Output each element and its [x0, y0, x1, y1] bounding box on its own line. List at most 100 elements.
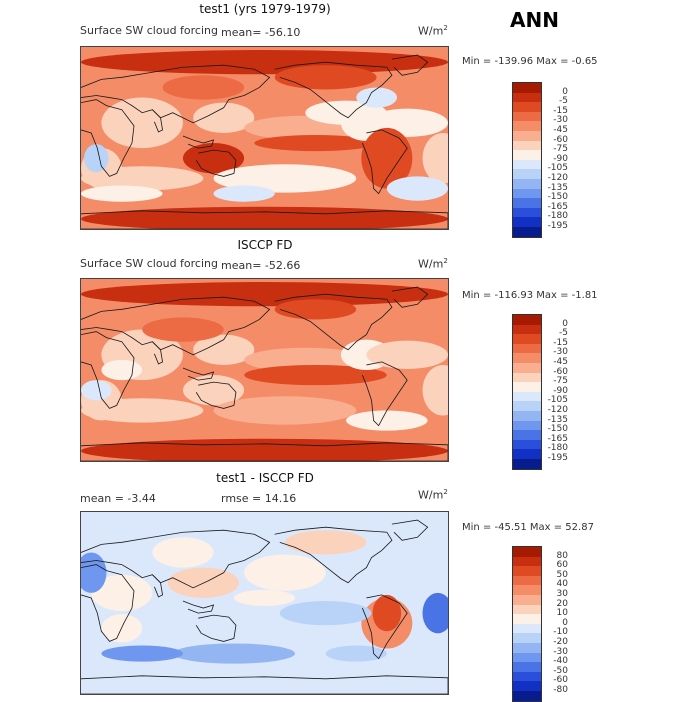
colorbar-swatch	[513, 623, 541, 634]
map-field-region	[213, 396, 357, 425]
coastline	[195, 149, 237, 177]
colorbar-tick-label: -20	[553, 637, 568, 647]
colorbar-swatch	[513, 391, 541, 402]
coastline	[182, 135, 215, 149]
colorbar-swatch	[513, 102, 541, 112]
panel1-map	[80, 46, 449, 230]
panel1-title: test1 (yrs 1979-1979)	[199, 2, 331, 16]
colorbar-swatch	[513, 401, 541, 411]
colorbar-tick-label: -75	[553, 376, 568, 387]
map-field-region	[422, 592, 448, 634]
colorbar-swatch	[513, 681, 541, 691]
map-field-region	[366, 340, 448, 369]
panel3-mean: mean = -3.44	[80, 492, 156, 505]
map-field-region	[142, 317, 224, 342]
map-field-region	[81, 50, 448, 75]
colorbar-swatch	[513, 353, 541, 363]
map-field-region	[325, 645, 387, 662]
coastline	[195, 381, 237, 409]
colorbar-tick-label: -15	[553, 337, 568, 348]
map-field-region	[244, 554, 326, 591]
coastline	[274, 526, 393, 584]
colorbar-swatch	[513, 633, 541, 643]
panel2-mean: mean= -52.66	[221, 259, 301, 272]
colorbar-tick-label: -75	[553, 144, 568, 155]
map-field-region	[101, 359, 143, 381]
panel1-mean: mean= -56.10	[221, 26, 301, 39]
map-field-region	[213, 185, 275, 202]
colorbar-tick-label: -60	[553, 675, 568, 686]
coastline	[81, 99, 135, 177]
map-field-region	[101, 645, 183, 662]
panel2-subtitle: Surface SW cloud forcing	[80, 257, 218, 270]
map-field-region	[274, 65, 377, 90]
colorbar-swatch	[513, 652, 541, 663]
panel2-minmax: Min = -116.93 Max = -1.81	[462, 290, 598, 301]
map-field-region	[81, 185, 163, 202]
panel3-rmse: rmse = 14.16	[221, 492, 297, 505]
colorbar-tick-label: -10	[553, 627, 568, 638]
coastline	[81, 331, 135, 409]
map-field-region	[422, 132, 448, 184]
colorbar-tick-label: -150	[547, 192, 568, 203]
colorbar-swatch	[513, 556, 541, 567]
colorbar-swatch	[513, 420, 541, 431]
colorbar-tick-label: 0	[562, 86, 568, 97]
colorbar-tick-label: 80	[556, 550, 568, 561]
panel3-units: W/m2	[418, 488, 448, 502]
colorbar-swatch	[513, 121, 541, 131]
colorbar-tick-label: -5	[559, 328, 568, 339]
coastline	[391, 519, 429, 541]
panel2-colorbar	[512, 314, 542, 470]
colorbar-swatch	[513, 217, 541, 227]
colorbar-swatch	[513, 334, 541, 344]
map-field-region	[356, 87, 398, 108]
colorbar-tick-label: -150	[547, 424, 568, 435]
colorbar-swatch	[513, 594, 541, 605]
map-field-region	[193, 102, 255, 133]
colorbar-tick-label: -45	[553, 357, 568, 367]
map-field-region	[91, 574, 153, 612]
panel2-map	[80, 278, 449, 462]
coastline	[81, 675, 448, 694]
colorbar-swatch	[513, 585, 541, 595]
map-field-region	[254, 134, 377, 152]
colorbar-tick-label: -45	[553, 125, 568, 135]
colorbar-swatch	[513, 566, 541, 576]
colorbar-swatch	[513, 140, 541, 151]
colorbar-swatch	[513, 382, 541, 392]
map-field-region	[233, 589, 296, 607]
colorbar-swatch	[513, 604, 541, 615]
colorbar-tick-label: -90	[553, 153, 568, 164]
colorbar-tick-label: -80	[553, 685, 568, 695]
colorbar-swatch	[513, 198, 541, 208]
colorbar-tick-label: 10	[556, 608, 568, 619]
panel3-colorbar-labels: 80 60 50 40 30 20 10 0 -10 -20 -30 -40 -50 -60 -80	[528, 546, 568, 695]
panel3-colorbar	[512, 546, 542, 702]
colorbar-swatch	[513, 458, 541, 469]
colorbar-swatch	[513, 547, 541, 557]
map-field-region	[213, 164, 357, 193]
coastline	[81, 529, 271, 589]
colorbar-tick-label: -195	[547, 221, 568, 231]
colorbar-swatch	[513, 614, 541, 624]
coastline	[391, 54, 429, 76]
colorbar-swatch	[513, 324, 541, 335]
colorbar-tick-label: -50	[553, 665, 568, 676]
map-field-region	[274, 299, 357, 320]
colorbar-tick-label: 60	[556, 560, 568, 571]
map-field-region	[422, 364, 448, 416]
colorbar-tick-label: 0	[562, 318, 568, 329]
colorbar-swatch	[513, 315, 541, 325]
map-field-region	[81, 552, 107, 593]
coastline	[81, 442, 448, 461]
colorbar-tick-label: -165	[547, 201, 568, 212]
colorbar-tick-label: -120	[547, 405, 568, 415]
coastline	[182, 367, 215, 381]
colorbar-tick-label: -60	[553, 366, 568, 377]
colorbar-swatch	[513, 662, 541, 672]
colorbar-swatch	[513, 410, 541, 421]
map-field-region	[182, 375, 245, 406]
coastline	[361, 129, 408, 195]
map-field-region	[284, 530, 367, 555]
